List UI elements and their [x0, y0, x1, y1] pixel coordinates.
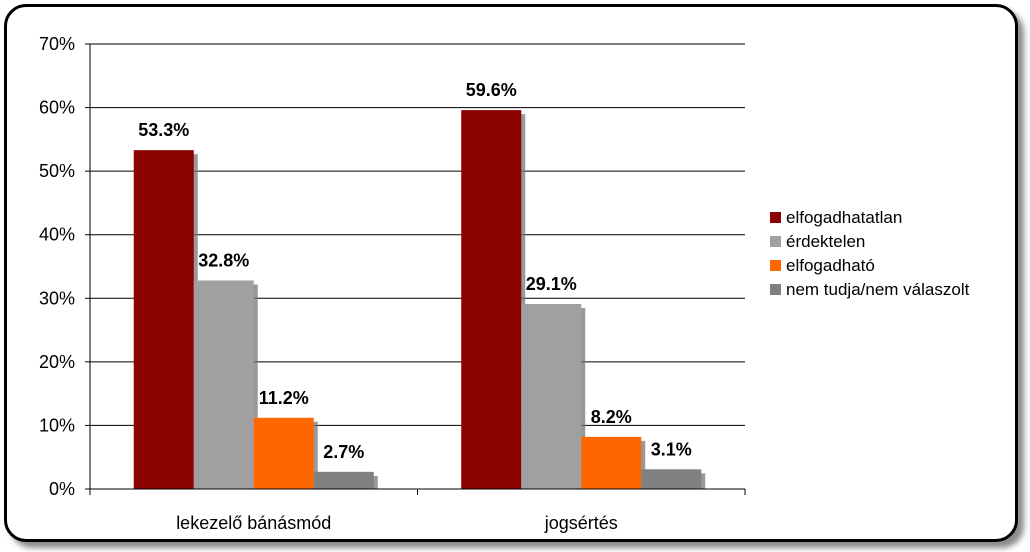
legend-swatch	[770, 236, 781, 247]
y-axis-tick-labels: 0% 10% 20% 30% 40% 50% 60% 70%	[39, 34, 75, 499]
legend-swatch	[770, 260, 781, 271]
legend-swatch	[770, 284, 781, 295]
data-label: 2.7%	[323, 442, 364, 462]
data-label: 8.2%	[591, 407, 632, 427]
data-label: 11.2%	[259, 388, 309, 408]
y-tick-label: 60%	[39, 98, 75, 118]
y-tick-label: 70%	[39, 34, 75, 54]
bar-0-2	[253, 417, 314, 489]
y-tick-label: 50%	[39, 161, 75, 181]
data-label: 3.1%	[651, 439, 692, 459]
data-label: 53.3%	[138, 120, 189, 140]
data-label: 29.1%	[526, 274, 577, 294]
y-tick-label: 10%	[39, 415, 75, 435]
legend-entry: nem tudja/nem válaszolt	[786, 280, 970, 299]
bar-0-3	[313, 471, 374, 489]
data-label: 32.8%	[198, 250, 249, 270]
legend-entry: elfogadható	[786, 256, 875, 275]
y-tick-label: 0%	[49, 479, 75, 499]
bar-1-2	[581, 436, 642, 489]
y-tick-label: 30%	[39, 288, 75, 308]
bar-1-0	[461, 110, 522, 489]
category-label: lekezelő bánásmód	[176, 513, 331, 533]
data-labels: 53.3% 32.8% 11.2% 2.7% 59.6% 29.1% 8.2% 3.1%	[138, 80, 692, 462]
bar-0-1	[193, 280, 254, 489]
y-tick-label: 40%	[39, 225, 75, 245]
legend: elfogadhatatlan érdektelen elfogadható nem …	[770, 208, 970, 299]
bar-1-3	[641, 469, 702, 489]
axes	[85, 43, 746, 495]
x-axis-category-labels: lekezelő bánásmód jogsértés	[176, 513, 618, 533]
bar-0-0	[133, 150, 194, 489]
legend-swatch	[770, 212, 781, 223]
bar-1-1	[521, 304, 582, 489]
legend-entry: elfogadhatatlan	[786, 208, 902, 227]
category-label: jogsértés	[544, 513, 618, 533]
y-tick-label: 20%	[39, 352, 75, 372]
legend-entry: érdektelen	[786, 232, 865, 251]
data-label: 59.6%	[466, 80, 517, 100]
bars	[133, 110, 706, 489]
